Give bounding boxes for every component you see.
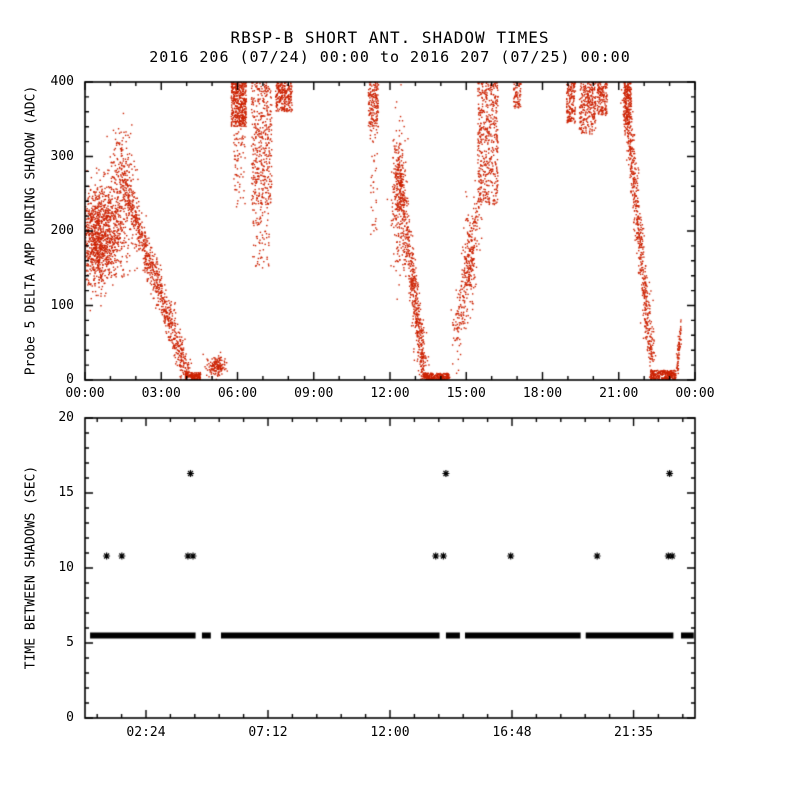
bottom-y-tick-label: 5 [66, 635, 74, 650]
top-y-tick-label: 100 [50, 297, 74, 313]
bottom-x-tick-label: 12:00 [370, 725, 410, 740]
top-x-tick-label: 00:00 [675, 386, 715, 401]
bottom-x-tick-label: 21:35 [613, 725, 654, 740]
top-y-tick-label: 0 [66, 372, 74, 387]
top-y-tick-label: 400 [50, 74, 74, 89]
bottom-y-tick-label: 10 [58, 560, 74, 575]
chart-subtitle: 2016 206 (07/24) 00:00 to 2016 207 (07/2… [149, 48, 631, 66]
bottom-y-tick-label: 20 [58, 410, 74, 425]
bottom-x-tick-label: 07:12 [248, 725, 288, 740]
top-x-tick-label: 00:00 [65, 386, 105, 401]
top-y-tick-label: 200 [50, 223, 74, 238]
top-x-tick-label: 12:00 [370, 386, 410, 401]
bottom-y-tick-label: 15 [58, 485, 74, 500]
top-x-tick-label: 21:00 [599, 386, 639, 401]
chart-title: RBSP-B SHORT ANT. SHADOW TIMES [230, 28, 550, 47]
top-x-tick-label: 03:00 [141, 386, 181, 401]
top-y-tick-label: 300 [50, 148, 74, 164]
bottom-x-tick-label: 16:48 [492, 725, 532, 740]
top-x-tick-label: 09:00 [294, 386, 334, 401]
top-x-tick-label: 18:00 [522, 386, 563, 401]
bottom-y-tick-label: 0 [66, 710, 74, 725]
top-x-tick-label: 15:00 [446, 386, 486, 401]
top-x-tick-label: 06:00 [217, 386, 258, 401]
bottom-x-tick-label: 02:24 [126, 725, 166, 740]
